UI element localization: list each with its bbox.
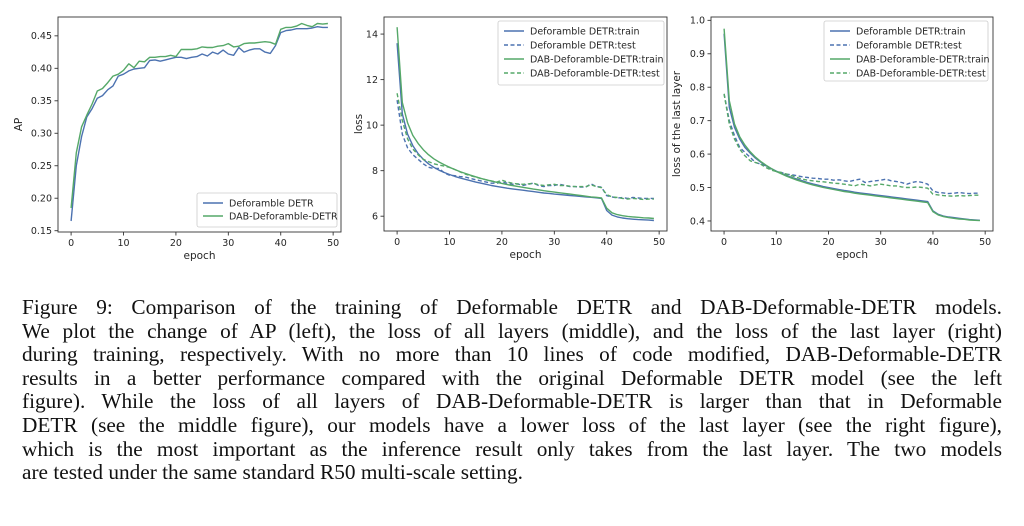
y-tick-label: 0.7 [690,116,705,127]
y-axis-label: loss of the last layer [671,70,683,177]
x-axis-label: epoch [510,249,542,261]
caption-line: Figure 9: Comparison of the training of … [22,295,1002,319]
plot-area [396,27,654,222]
x-tick-label: 50 [979,237,991,248]
ap-chart: 0 10 20 30 40 50 0.15 0.20 0.25 0.30 0.35 0.40 0.45 e… [13,16,342,262]
series-line [723,93,980,195]
x-tick-label: 40 [927,237,939,248]
series-group [70,22,328,222]
caption-line: which is the most important as the infer… [22,436,1002,461]
series-line [396,99,654,200]
legend-entry: DAB-Deforamble-DETR:train [856,54,990,65]
legend-entry: Deforamble DETR:train [530,26,640,37]
loss-all-layers-chart: 0 10 20 30 40 50 6 8 10 12 14 epoch loss Deforamble D… [353,16,668,261]
legend-entry: Deforamble DETR [229,198,314,209]
series-line [396,93,654,201]
loss-last-layer-chart: 0 10 20 30 40 50 0.4 0.5 0.6 0.7 0.8 0.9 1.0 epoch los… [671,16,994,261]
y-tick-label: 0.9 [690,49,705,60]
x-tick-label: 30 [548,237,560,248]
y-tick-label: 0.35 [31,96,52,107]
x-tick-label: 30 [875,237,887,248]
x-tick-label: 20 [822,237,834,248]
legend-entry: Deforamble DETR:test [530,40,636,51]
x-tick-label: 50 [653,237,665,248]
x-tick-label: 0 [68,238,74,249]
series-line [70,26,328,222]
legend: Deforamble DETR:train Deforamble DETR:tes… [823,20,990,82]
plot-area [70,22,328,222]
legend-box [196,192,338,228]
legend-entry: DAB-Deforamble-DETR [229,211,338,222]
y-tick-label: 10 [366,121,378,132]
axes-frame [710,16,994,232]
y-tick-label: 0.6 [690,149,705,160]
y-axis-label: AP [13,118,25,132]
y-tick-label: 1.0 [690,16,705,27]
y-axis-label: loss [353,114,365,134]
axes-frame [57,16,342,233]
y-tick-label: 0.15 [31,226,52,237]
plot-area [723,28,980,222]
series-line [723,93,980,197]
y-tick-label: 0.8 [690,83,705,94]
y-tick-label: 8 [372,166,378,177]
series-group [396,27,654,222]
axes-frame [383,16,668,232]
y-tick-label: 0.4 [690,216,705,227]
legend: Deforamble DETR DAB-Deforamble-DETR [196,192,338,228]
x-tick-label: 30 [222,238,234,249]
series-line [396,43,654,222]
y-tick-label: 0.20 [31,194,52,205]
y-tick-label: 6 [372,212,378,223]
legend-entry: DAB-Deforamble-DETR:test [530,68,660,79]
y-tick-label: 0.25 [31,161,52,172]
x-tick-label: 20 [496,237,508,248]
x-tick-label: 0 [394,237,400,248]
y-tick-label: 0.30 [31,129,52,140]
legend: Deforamble DETR:train Deforamble DETR:tes… [497,20,665,86]
series-line [723,28,980,222]
x-axis-label: epoch [184,250,216,262]
caption-line: results in a better performance compared… [22,365,1002,390]
series-group [723,28,980,222]
legend-entry: Deforamble DETR:train [856,26,966,37]
x-tick-label: 10 [770,237,782,248]
x-tick-label: 0 [721,237,727,248]
y-tick-label: 0.40 [31,64,52,75]
x-tick-label: 20 [170,238,182,249]
legend-entry: DAB-Deforamble-DETR:test [856,68,986,79]
y-tick-label: 0.5 [690,183,705,194]
x-tick-label: 10 [443,237,455,248]
y-tick-label: 0.45 [31,31,52,42]
caption-line: figure). While the loss of all layers of… [22,389,1002,414]
caption-line: are tested under the same standard R50 m… [22,460,523,485]
series-line [70,22,328,209]
caption-line: DETR (see the middle figure), our models… [22,412,1002,437]
x-tick-label: 40 [601,237,613,248]
x-axis-label: epoch [836,249,868,261]
y-tick-label: 12 [366,75,378,86]
x-tick-label: 50 [327,238,339,249]
legend-box [823,20,989,82]
x-tick-label: 40 [275,238,287,249]
caption-line: during training, respectively. With no m… [22,342,1002,367]
series-line [396,27,654,220]
figure-caption: Figure 9: Comparison of the training of … [22,295,1002,485]
legend-entry: Deforamble DETR:test [856,40,962,51]
y-tick-label: 14 [366,29,378,40]
x-tick-label: 10 [117,238,129,249]
caption-line: We plot the change of AP (left), the los… [22,318,1002,343]
legend-box [497,20,665,86]
legend-entry: DAB-Deforamble-DETR:train [530,54,664,65]
